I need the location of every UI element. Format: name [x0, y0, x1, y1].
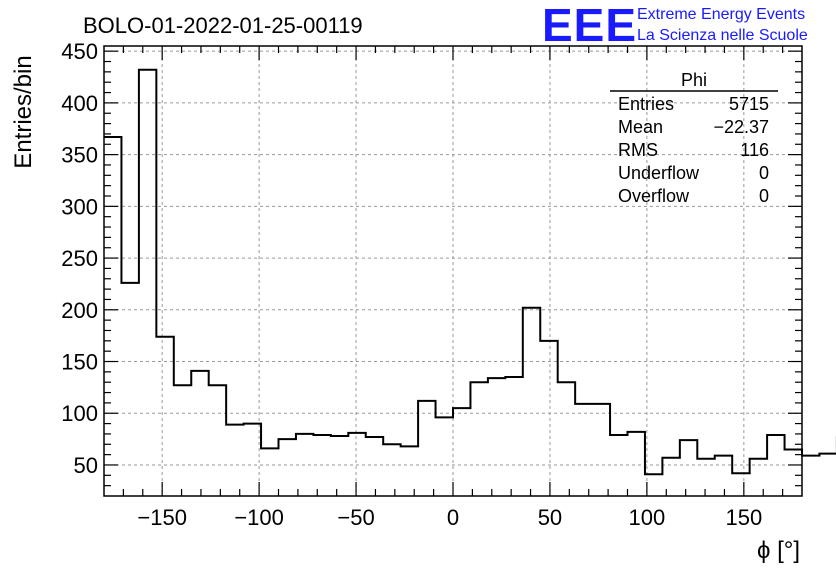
histogram-bin [279, 439, 296, 496]
x-tick-label: −150 [137, 505, 187, 530]
histogram-bin [383, 444, 400, 496]
histogram-bin [610, 435, 627, 496]
histogram-bin [331, 436, 348, 496]
histogram-outline [104, 68, 836, 476]
x-tick-label: 150 [725, 505, 762, 530]
logo-line2: La Scienza nelle Scuole [637, 27, 808, 44]
histogram-bin [523, 308, 540, 496]
y-tick-label: 450 [61, 39, 98, 64]
histogram-bin [540, 341, 557, 496]
histogram-bin [296, 434, 313, 496]
histogram-bin [470, 382, 487, 496]
y-tick-label: 50 [74, 453, 98, 478]
stats-label-mean: Mean [618, 117, 663, 137]
histogram-bin [418, 401, 435, 496]
x-tick-label: −50 [337, 505, 374, 530]
logo-line1: Extreme Energy Events [637, 6, 805, 23]
y-tick-label: 250 [61, 246, 98, 271]
stats-value-underflow: 0 [759, 163, 769, 183]
histogram-bin [767, 435, 784, 496]
histogram-bin [697, 459, 714, 496]
stats-value-rms: 116 [740, 140, 769, 160]
histogram-bin [819, 454, 836, 496]
y-tick-label: 350 [61, 143, 98, 168]
histogram-bin [139, 70, 156, 496]
histogram-bin [156, 337, 173, 496]
histogram-bin [488, 378, 505, 496]
x-tick-label: 50 [538, 505, 562, 530]
x-axis-label: ϕ [°] [757, 537, 800, 564]
histogram-bin [191, 371, 208, 496]
stats-label-rms: RMS [618, 140, 658, 160]
x-tick-label: 100 [629, 505, 666, 530]
histogram-bin [785, 449, 802, 496]
histogram-bin [628, 432, 645, 496]
y-axis-ticks: 50 100 150 200 250 300 350 400 450 [61, 39, 802, 487]
histogram-bin [348, 433, 365, 496]
y-tick-label: 200 [61, 298, 98, 323]
stats-title: Phi [681, 70, 707, 90]
histogram-bin [261, 448, 278, 496]
y-tick-label: 400 [61, 91, 98, 116]
histogram-bin [732, 473, 749, 496]
histogram-bin [802, 456, 819, 496]
histogram-bin [209, 385, 226, 496]
stats-label-entries: Entries [618, 94, 674, 114]
histogram-bin [575, 404, 592, 496]
histogram-bin [662, 458, 679, 496]
histogram-bin [313, 435, 330, 496]
stats-label-overflow: Overflow [618, 186, 690, 206]
y-tick-label: 150 [61, 350, 98, 375]
histogram-bin [750, 459, 767, 496]
histogram-bin [505, 377, 522, 496]
logo-mark: EEE [542, 0, 637, 51]
histogram-bin [244, 424, 261, 496]
histogram-bin [715, 456, 732, 496]
y-tick-label: 300 [61, 194, 98, 219]
histogram-bin [453, 408, 470, 496]
stats-value-overflow: 0 [759, 186, 769, 206]
histogram-bin [121, 283, 138, 496]
stats-label-underflow: Underflow [618, 163, 700, 183]
x-tick-label: −100 [234, 505, 284, 530]
histogram-bin [104, 137, 121, 496]
histogram-bin [558, 382, 575, 496]
y-axis-label: Entries/bin [10, 55, 37, 168]
eee-logo: EEE Extreme Energy Events La Scienza nel… [542, 0, 808, 51]
histogram-bin [593, 404, 610, 496]
stats-box: Phi Entries 5715 Mean −22.37 RMS 116 Und… [610, 70, 778, 206]
stats-value-entries: 5715 [729, 94, 769, 114]
histogram-bin [174, 385, 191, 496]
histogram-bin [436, 417, 453, 496]
histogram-bin [645, 474, 662, 496]
stats-value-mean: −22.37 [713, 117, 769, 137]
y-tick-label: 100 [61, 401, 98, 426]
histogram-bin [401, 446, 418, 496]
x-axis-ticks: −150 −100 −50 0 50 100 150 [122, 46, 784, 530]
histogram-bin [366, 437, 383, 496]
histogram-bin [680, 440, 697, 496]
x-tick-label: 0 [447, 505, 459, 530]
histogram-bin [226, 425, 243, 496]
chart-title: BOLO-01-2022-01-25-00119 [83, 13, 363, 38]
histogram-bars [104, 68, 836, 496]
